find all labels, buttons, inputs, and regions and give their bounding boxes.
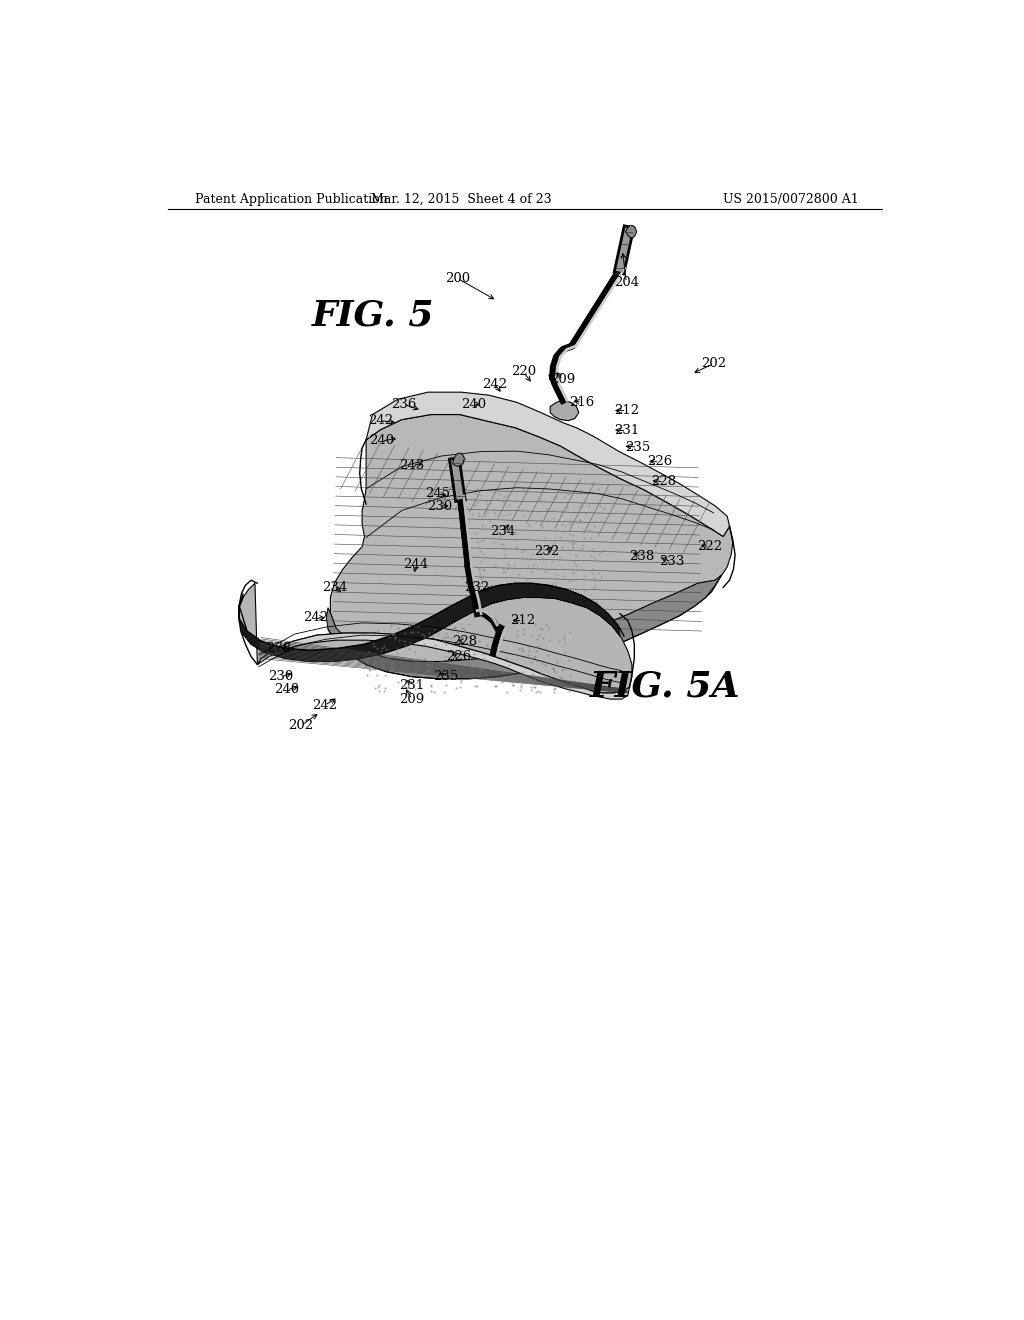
Polygon shape [367, 392, 729, 536]
Polygon shape [626, 226, 637, 238]
Text: 240: 240 [274, 684, 299, 697]
Text: 209: 209 [550, 374, 575, 387]
Text: 235: 235 [625, 441, 650, 454]
Text: 232: 232 [535, 545, 560, 558]
Text: 236: 236 [391, 397, 417, 411]
Polygon shape [327, 576, 722, 678]
Text: 240: 240 [370, 434, 394, 447]
Text: 226: 226 [647, 455, 673, 467]
Text: Patent Application Publication: Patent Application Publication [196, 193, 388, 206]
Text: US 2015/0072800 A1: US 2015/0072800 A1 [723, 193, 859, 206]
Text: 228: 228 [452, 635, 477, 648]
Polygon shape [331, 414, 733, 661]
Text: 230: 230 [427, 499, 453, 512]
Text: 209: 209 [399, 693, 425, 706]
Text: 222: 222 [697, 540, 722, 553]
Text: 245: 245 [425, 487, 451, 500]
Text: FIG. 5: FIG. 5 [312, 298, 434, 333]
Text: 244: 244 [403, 558, 429, 572]
Text: 204: 204 [613, 276, 639, 289]
Text: 235: 235 [433, 671, 458, 684]
Text: FIG. 5A: FIG. 5A [590, 671, 740, 704]
Text: 231: 231 [399, 680, 425, 693]
Text: 202: 202 [701, 358, 726, 370]
Polygon shape [240, 583, 632, 693]
Text: 226: 226 [446, 649, 472, 663]
Text: 202: 202 [289, 719, 313, 733]
Polygon shape [257, 634, 630, 700]
Polygon shape [550, 400, 579, 421]
Text: 233: 233 [658, 556, 684, 569]
Text: 232: 232 [465, 581, 489, 594]
Text: Mar. 12, 2015  Sheet 4 of 23: Mar. 12, 2015 Sheet 4 of 23 [371, 193, 552, 206]
Polygon shape [453, 453, 465, 466]
Text: 238: 238 [629, 550, 654, 564]
Polygon shape [240, 583, 620, 661]
Text: 212: 212 [510, 614, 535, 627]
Text: 216: 216 [569, 396, 595, 409]
Text: 200: 200 [444, 272, 470, 285]
Text: 242: 242 [368, 414, 393, 428]
Text: 230: 230 [268, 671, 294, 684]
Text: 212: 212 [613, 404, 639, 417]
Text: 243: 243 [399, 459, 425, 471]
Text: 242: 242 [312, 698, 337, 711]
Text: 234: 234 [489, 525, 515, 539]
Text: 240: 240 [461, 397, 485, 411]
Text: 234: 234 [322, 581, 347, 594]
Text: 228: 228 [651, 475, 676, 488]
Text: 220: 220 [511, 366, 536, 379]
Text: 231: 231 [613, 424, 639, 437]
Text: 242: 242 [303, 611, 329, 624]
Text: 242: 242 [482, 378, 507, 391]
Text: 278: 278 [266, 642, 292, 655]
